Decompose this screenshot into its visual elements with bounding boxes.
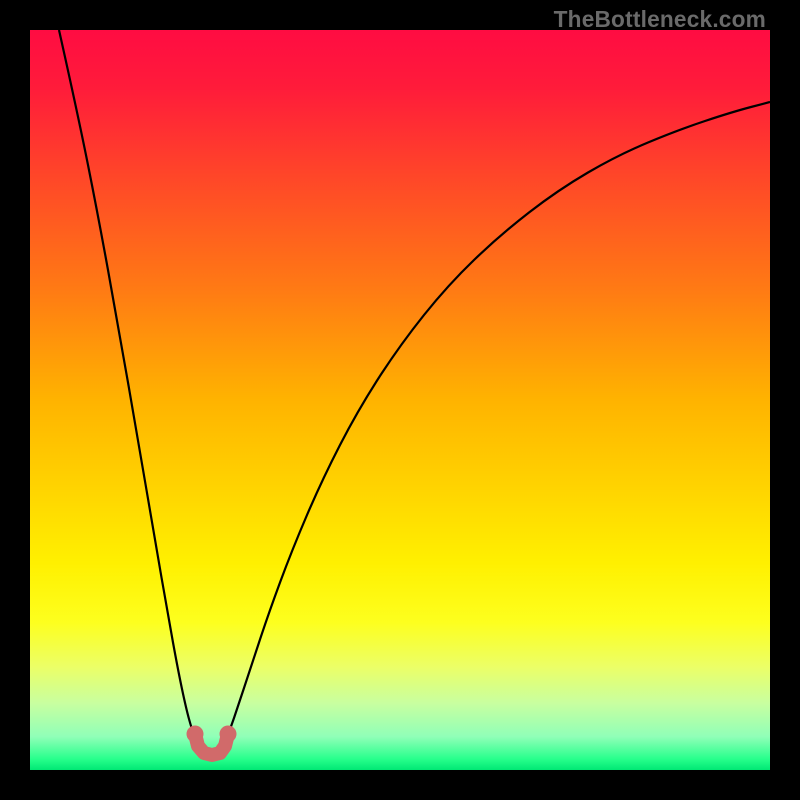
chart-frame: TheBottleneck.com — [0, 0, 800, 800]
watermark-text: TheBottleneck.com — [554, 6, 766, 33]
bottleneck-curve-left — [59, 30, 197, 742]
valley-marker-dot-right — [220, 726, 237, 743]
plot-area — [30, 30, 770, 770]
curve-layer — [30, 30, 770, 770]
valley-marker-dot-left — [187, 726, 204, 743]
bottleneck-curve-right — [225, 102, 770, 742]
